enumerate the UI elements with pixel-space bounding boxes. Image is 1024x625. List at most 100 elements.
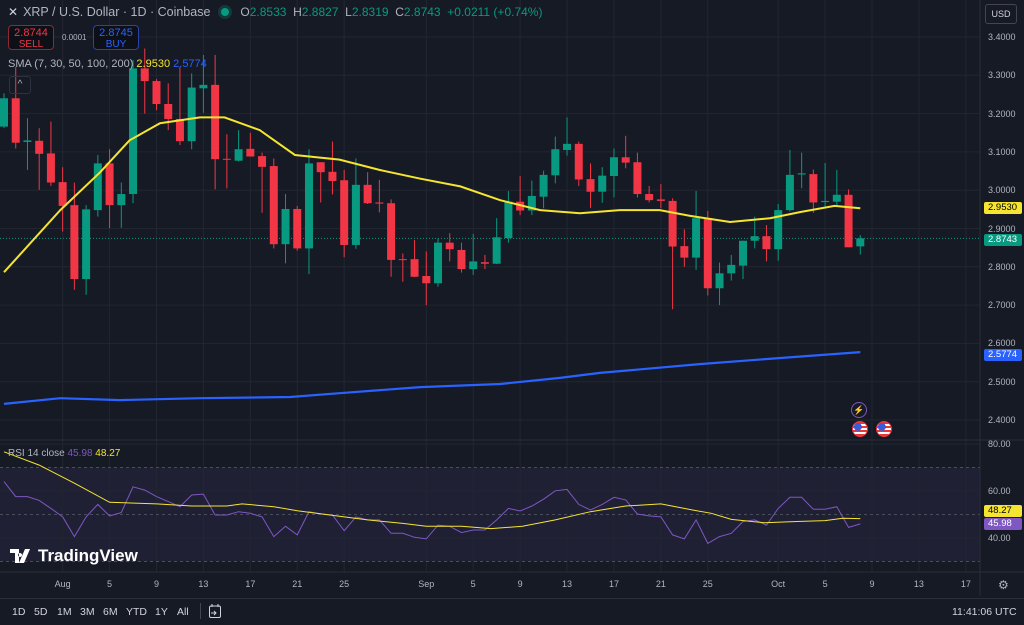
candle-body[interactable] — [340, 180, 349, 245]
range-button-1d[interactable]: 1D — [12, 606, 26, 618]
candle-body[interactable] — [480, 262, 489, 264]
candle-body[interactable] — [222, 158, 231, 160]
candle-body[interactable] — [856, 238, 865, 247]
candle-body[interactable] — [469, 261, 478, 270]
candle-body[interactable] — [0, 98, 8, 127]
range-button-all[interactable]: All — [177, 606, 189, 618]
candle-body[interactable] — [563, 143, 572, 150]
candle-body[interactable] — [844, 194, 853, 248]
candle-body[interactable] — [187, 87, 196, 142]
candle-body[interactable] — [258, 156, 267, 167]
rsi-legend[interactable]: RSI 14 close 45.98 48.27 — [8, 448, 120, 459]
candle-body[interactable] — [434, 242, 443, 284]
candle-body[interactable] — [457, 249, 466, 270]
candle-body[interactable] — [363, 184, 372, 204]
rsi-axis-label: 40.00 — [988, 533, 1011, 543]
collapse-legend-button[interactable]: ^ — [9, 76, 31, 94]
candle-body[interactable] — [633, 162, 642, 195]
candle-body[interactable] — [821, 200, 830, 203]
lightning-icon[interactable]: ⚡ — [851, 402, 867, 418]
time-axis-label: 13 — [913, 579, 924, 589]
candle-body[interactable] — [35, 140, 44, 154]
candle-body[interactable] — [645, 194, 654, 201]
candle-body[interactable] — [598, 175, 607, 192]
candle-body[interactable] — [504, 201, 513, 239]
candle-body[interactable] — [398, 259, 407, 261]
candle-body[interactable] — [703, 218, 712, 289]
us-flag-icon[interactable] — [876, 421, 892, 437]
range-button-ytd[interactable]: YTD — [126, 606, 147, 618]
candle-body[interactable] — [351, 184, 360, 245]
candle-body[interactable] — [93, 163, 102, 211]
buy-button[interactable]: 2.8745 BUY — [93, 25, 139, 50]
candle-body[interactable] — [304, 163, 313, 249]
candle-body[interactable] — [621, 157, 630, 163]
candle-body[interactable] — [727, 264, 736, 274]
rsi-label: RSI 14 close — [8, 448, 65, 459]
candle-body[interactable] — [551, 149, 560, 176]
range-button-1m[interactable]: 1M — [57, 606, 72, 618]
range-button-3m[interactable]: 3M — [80, 606, 95, 618]
candle-body[interactable] — [445, 242, 454, 250]
candle-body[interactable] — [586, 179, 595, 192]
currency-button[interactable]: USD — [985, 4, 1017, 24]
candle-body[interactable] — [738, 240, 747, 266]
candle-body[interactable] — [211, 84, 220, 160]
candle-body[interactable] — [668, 200, 677, 247]
candle-body[interactable] — [492, 237, 501, 264]
clock-timezone[interactable]: 11:41:06 UTC — [952, 606, 1017, 618]
candle-body[interactable] — [70, 205, 79, 280]
sma-legend[interactable]: SMA (7, 30, 50, 100, 200) 2.9530 2.5774 — [8, 58, 207, 70]
candle-body[interactable] — [750, 236, 759, 241]
candle-body[interactable] — [387, 203, 396, 260]
candle-body[interactable] — [293, 208, 302, 249]
candle-body[interactable] — [175, 118, 184, 142]
candle-body[interactable] — [574, 143, 583, 180]
candle-body[interactable] — [410, 259, 419, 277]
sell-button[interactable]: 2.8744 SELL — [8, 25, 54, 50]
candle-body[interactable] — [375, 202, 384, 204]
candle-body[interactable] — [422, 275, 431, 284]
candle-body[interactable] — [11, 98, 20, 143]
candle-body[interactable] — [609, 157, 618, 177]
candle-body[interactable] — [23, 140, 32, 142]
candle-body[interactable] — [797, 173, 806, 175]
range-button-1y[interactable]: 1Y — [155, 606, 168, 618]
candle-body[interactable] — [762, 236, 771, 250]
candle-body[interactable] — [715, 273, 724, 289]
candle-body[interactable] — [246, 148, 255, 157]
range-button-6m[interactable]: 6M — [103, 606, 118, 618]
candle-body[interactable] — [269, 166, 278, 245]
candle-body[interactable] — [539, 174, 548, 197]
candle-body[interactable] — [234, 149, 243, 161]
chart-settings-icon[interactable]: ⚙ — [998, 578, 1009, 592]
candle-body[interactable] — [774, 210, 783, 250]
ohlc-values: O2.8533 H2.8827 L2.8319 C2.8743 +0.0211 … — [240, 5, 542, 19]
candle-body[interactable] — [692, 218, 701, 258]
candle-body[interactable] — [58, 182, 67, 206]
us-flag-icon[interactable] — [852, 421, 868, 437]
candle-body[interactable] — [656, 199, 665, 201]
candle-body[interactable] — [152, 81, 161, 105]
price-axis-label: 3.1000 — [988, 146, 1016, 157]
symbol-title[interactable]: XRP / U.S. Dollar · 1D · Coinbase — [23, 5, 211, 19]
candle-body[interactable] — [199, 84, 208, 89]
candle-body[interactable] — [316, 162, 325, 173]
calendar-goto-icon[interactable] — [208, 603, 222, 624]
candle-body[interactable] — [527, 195, 536, 211]
candle-body[interactable] — [281, 208, 290, 245]
candle-body[interactable] — [105, 163, 114, 206]
candle-body[interactable] — [785, 174, 794, 211]
candle-body[interactable] — [809, 174, 818, 203]
candle-body[interactable] — [832, 194, 841, 202]
candle-body[interactable] — [117, 194, 126, 206]
candle-body[interactable] — [46, 153, 55, 183]
candle-body[interactable] — [82, 209, 91, 280]
candle-body[interactable] — [140, 68, 149, 82]
candle-body[interactable] — [164, 104, 173, 119]
candle-body[interactable] — [328, 171, 337, 182]
range-button-5d[interactable]: 5D — [34, 606, 48, 618]
candle-body[interactable] — [680, 246, 689, 258]
candle-body[interactable] — [129, 68, 138, 195]
